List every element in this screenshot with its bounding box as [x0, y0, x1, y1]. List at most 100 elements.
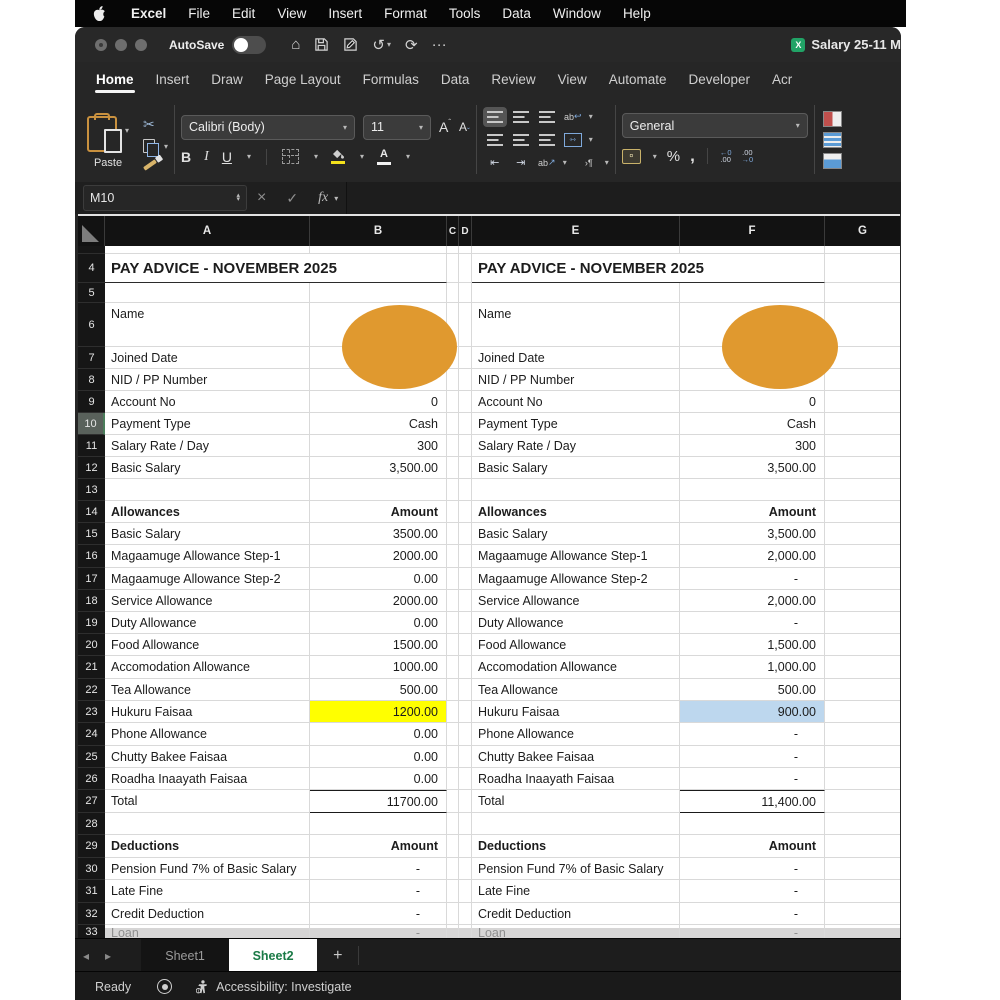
- cell-C25[interactable]: [447, 746, 459, 768]
- cell-B23[interactable]: 1200.00: [310, 701, 447, 723]
- name-box[interactable]: M10 ▴ ▾: [83, 185, 247, 211]
- row-header[interactable]: [78, 246, 105, 254]
- cell-B24[interactable]: 0.00: [310, 723, 447, 746]
- cell-G28[interactable]: [825, 813, 900, 835]
- undo-icon[interactable]: ↺ ▾: [372, 36, 392, 54]
- cell-A20[interactable]: Food Allowance: [105, 634, 310, 656]
- redo-icon[interactable]: ⟳: [405, 36, 418, 54]
- cell-G12[interactable]: [825, 457, 900, 479]
- row-header-31[interactable]: 31: [78, 880, 105, 903]
- cell-F15[interactable]: 3,500.00: [680, 523, 825, 545]
- cell-E18[interactable]: Service Allowance: [472, 590, 680, 612]
- cell-A10[interactable]: Payment Type: [105, 413, 310, 435]
- cell-E8[interactable]: NID / PP Number: [472, 369, 680, 391]
- cell-A7[interactable]: Joined Date: [105, 347, 310, 369]
- cell-G20[interactable]: [825, 634, 900, 656]
- cell-B25[interactable]: 0.00: [310, 746, 447, 768]
- cell-C23[interactable]: [447, 701, 459, 723]
- accessibility-status[interactable]: ! Accessibility: Investigate: [196, 979, 352, 994]
- cancel-icon[interactable]: ×: [257, 189, 267, 206]
- ribbon-tab-insert[interactable]: Insert: [155, 72, 190, 87]
- cell-D14[interactable]: [459, 501, 472, 523]
- add-sheet-button[interactable]: +: [333, 946, 343, 964]
- next-sheet-icon[interactable]: ▸: [105, 948, 112, 963]
- cell-A15[interactable]: Basic Salary: [105, 523, 310, 545]
- ribbon-tab-formulas[interactable]: Formulas: [362, 72, 419, 87]
- cell-D[interactable]: [459, 246, 472, 254]
- font-name-select[interactable]: Calibri (Body) ▾: [181, 114, 356, 140]
- accounting-format-icon[interactable]: ¤: [621, 148, 641, 164]
- ribbon-tab-draw[interactable]: Draw: [211, 72, 243, 87]
- cell-C8[interactable]: [447, 369, 459, 391]
- cell-A22[interactable]: Tea Allowance: [105, 679, 310, 701]
- cell-G24[interactable]: [825, 723, 900, 746]
- cell-E12[interactable]: Basic Salary: [472, 457, 680, 479]
- cell-B13[interactable]: [310, 479, 447, 501]
- cell-A25[interactable]: Chutty Bakee Faisaa: [105, 746, 310, 768]
- cell-A12[interactable]: Basic Salary: [105, 457, 310, 479]
- cell-D27[interactable]: [459, 790, 472, 813]
- cell-B18[interactable]: 2000.00: [310, 590, 447, 612]
- format-as-table-icon[interactable]: [822, 131, 842, 148]
- sheet-tab-sheet2[interactable]: Sheet2: [229, 939, 318, 972]
- conditional-formatting-icon[interactable]: [822, 110, 842, 127]
- cell-C10[interactable]: [447, 413, 459, 435]
- cell-G22[interactable]: [825, 679, 900, 701]
- cell-F20[interactable]: 1,500.00: [680, 634, 825, 656]
- cell-E22[interactable]: Tea Allowance: [472, 679, 680, 701]
- cell-D4[interactable]: [459, 254, 472, 283]
- cell-F25[interactable]: -: [680, 746, 825, 768]
- cell-G21[interactable]: [825, 656, 900, 679]
- cell-D23[interactable]: [459, 701, 472, 723]
- cell-F30[interactable]: -: [680, 858, 825, 880]
- number-format-select[interactable]: General ▾: [621, 113, 808, 138]
- ribbon-tab-page-layout[interactable]: Page Layout: [264, 72, 341, 87]
- cell-A28[interactable]: [105, 813, 310, 835]
- cell-C21[interactable]: [447, 656, 459, 679]
- cell-F5[interactable]: [680, 283, 825, 303]
- fill-color-button[interactable]: [330, 149, 345, 164]
- cell-D33[interactable]: [459, 925, 472, 940]
- ribbon-tab-acr[interactable]: Acr: [772, 72, 793, 87]
- cell-F[interactable]: [680, 246, 825, 254]
- cell-G10[interactable]: [825, 413, 900, 435]
- align-right-button[interactable]: [535, 130, 559, 150]
- cell-C12[interactable]: [447, 457, 459, 479]
- row-header-28[interactable]: 28: [78, 813, 105, 835]
- column-header-D[interactable]: D: [459, 216, 472, 246]
- cell-G13[interactable]: [825, 479, 900, 501]
- cell-F22[interactable]: 500.00: [680, 679, 825, 701]
- cell-D31[interactable]: [459, 880, 472, 903]
- cell-E6[interactable]: Name: [472, 303, 680, 347]
- cell-G29[interactable]: [825, 835, 900, 858]
- cell-E24[interactable]: Phone Allowance: [472, 723, 680, 746]
- cell-A26[interactable]: Roadha Inaayath Faisaa: [105, 768, 310, 790]
- cell-D9[interactable]: [459, 391, 472, 413]
- align-top-button[interactable]: [482, 106, 507, 127]
- sheet-tab-sheet1[interactable]: Sheet1: [141, 939, 230, 972]
- cell-E4[interactable]: PAY ADVICE - NOVEMBER 2025: [472, 254, 825, 283]
- ribbon-tab-review[interactable]: Review: [491, 72, 536, 87]
- cell-D24[interactable]: [459, 723, 472, 746]
- cell-C14[interactable]: [447, 501, 459, 523]
- row-header-17[interactable]: 17: [78, 568, 105, 590]
- column-header-C[interactable]: C: [447, 216, 459, 246]
- cell-D20[interactable]: [459, 634, 472, 656]
- decrease-indent-button[interactable]: ⇤: [490, 157, 500, 169]
- cell-G23[interactable]: [825, 701, 900, 723]
- cell-F27[interactable]: 11,400.00: [680, 790, 825, 813]
- cell-A24[interactable]: Phone Allowance: [105, 723, 310, 746]
- cell-B14[interactable]: Amount: [310, 501, 447, 523]
- cell-B29[interactable]: Amount: [310, 835, 447, 858]
- cell-A8[interactable]: NID / PP Number: [105, 369, 310, 391]
- autosave-toggle[interactable]: [232, 35, 267, 54]
- cell-E10[interactable]: Payment Type: [472, 413, 680, 435]
- cell-B20[interactable]: 1500.00: [310, 634, 447, 656]
- cell-D25[interactable]: [459, 746, 472, 768]
- menu-item-window[interactable]: Window: [552, 6, 601, 21]
- cell-B32[interactable]: -: [310, 903, 447, 925]
- row-header-9[interactable]: 9: [78, 391, 105, 413]
- prev-sheet-icon[interactable]: ◂: [83, 948, 90, 963]
- cell-F17[interactable]: -: [680, 568, 825, 590]
- cell-D22[interactable]: [459, 679, 472, 701]
